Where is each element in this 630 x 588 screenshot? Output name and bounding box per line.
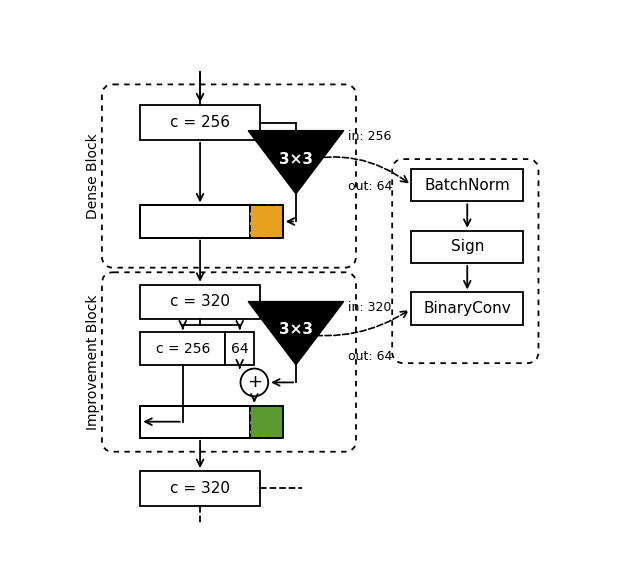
Bar <box>140 285 260 319</box>
Bar <box>140 205 283 238</box>
Bar <box>140 105 260 140</box>
Text: 64: 64 <box>231 342 248 356</box>
Text: 3×3: 3×3 <box>279 322 313 338</box>
Polygon shape <box>248 131 344 194</box>
Bar <box>140 205 251 238</box>
Circle shape <box>241 369 268 396</box>
Bar <box>251 406 283 438</box>
Text: c = 256: c = 256 <box>156 342 210 356</box>
Text: c = 320: c = 320 <box>170 295 230 309</box>
Bar <box>140 471 260 506</box>
Bar <box>411 169 523 202</box>
Bar <box>411 230 523 263</box>
Text: Sign: Sign <box>450 239 484 255</box>
Text: in: 320: in: 320 <box>348 301 391 314</box>
Bar <box>140 406 251 438</box>
Text: in: 256: in: 256 <box>348 131 391 143</box>
Text: +: + <box>247 373 262 392</box>
Text: Improvement Block: Improvement Block <box>86 294 100 430</box>
Text: c = 256: c = 256 <box>170 115 230 130</box>
Polygon shape <box>248 302 344 365</box>
Text: out: 64: out: 64 <box>348 179 392 192</box>
Text: out: 64: out: 64 <box>348 350 392 363</box>
Text: BinaryConv: BinaryConv <box>423 301 511 316</box>
Bar <box>251 205 283 238</box>
Text: 3×3: 3×3 <box>279 152 313 166</box>
Bar <box>225 332 255 365</box>
Bar <box>140 332 225 365</box>
Text: c = 320: c = 320 <box>170 481 230 496</box>
Text: BatchNorm: BatchNorm <box>425 178 510 193</box>
Bar <box>140 406 283 438</box>
Bar <box>411 292 523 325</box>
Text: Dense Block: Dense Block <box>86 133 100 219</box>
